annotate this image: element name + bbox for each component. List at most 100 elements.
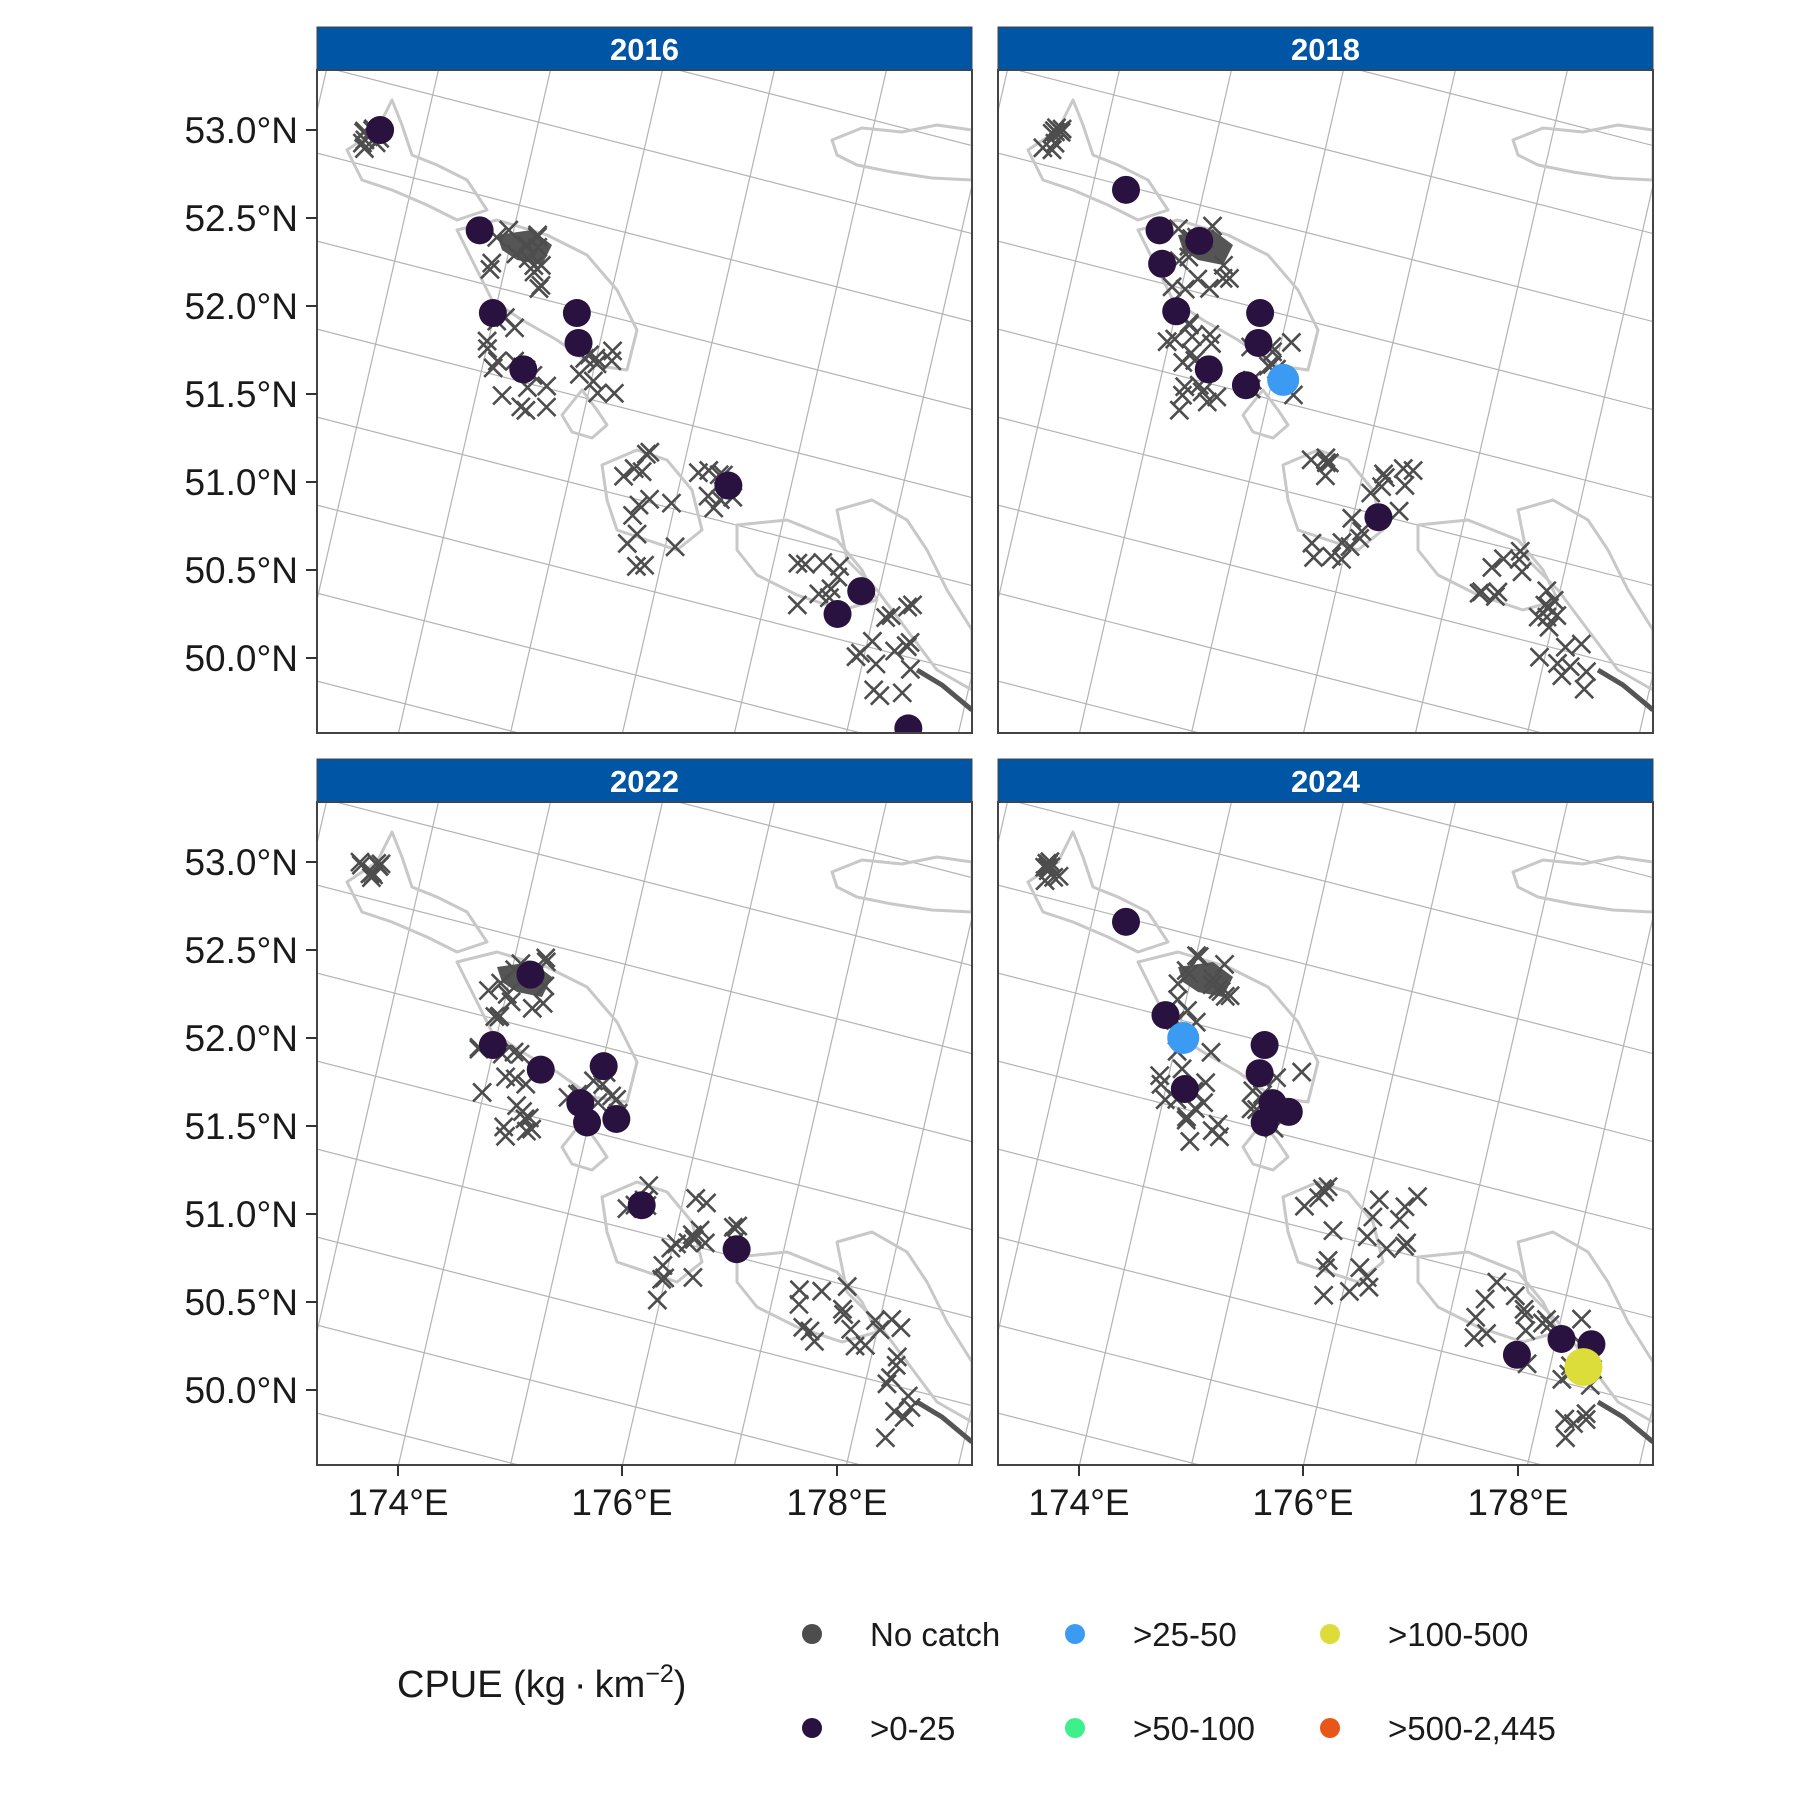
catch-marker <box>516 960 545 989</box>
legend-label: >0-25 <box>870 1710 955 1747</box>
longitude-line <box>397 70 552 733</box>
no-catch-marker <box>661 493 682 514</box>
catch-marker <box>1564 1348 1603 1387</box>
catch-stations <box>1112 907 1606 1387</box>
catch-marker <box>465 216 494 245</box>
catch-marker <box>1274 1097 1303 1126</box>
graticule <box>317 802 972 1465</box>
no-catch-marker <box>1197 392 1218 412</box>
y-tick-label: 51.0°N <box>184 1194 298 1235</box>
no-catch-marker <box>639 489 660 510</box>
no-catch-marker <box>636 444 657 465</box>
x-tick-label: 176°E <box>571 1482 672 1523</box>
no-catch-marker <box>489 1007 509 1027</box>
no-catch-marker <box>698 460 719 481</box>
facet-strip-label: 2024 <box>1291 764 1361 799</box>
facet-panel-2016: 2016 <box>316 26 973 734</box>
no-catch-marker <box>350 852 370 873</box>
no-catch-marker <box>493 1117 514 1137</box>
longitude-line <box>1190 802 1345 1465</box>
latitude-line <box>317 1412 522 1465</box>
no-catch-marker <box>660 1238 681 1258</box>
island-outline <box>1241 388 1290 440</box>
no-catch-marker <box>472 1082 493 1103</box>
no-catch-marker <box>811 1281 832 1302</box>
island-outline <box>1026 98 1170 222</box>
no-catch-marker <box>1213 255 1234 276</box>
no-catch-marker <box>1315 1257 1336 1278</box>
catch-marker <box>1194 355 1223 384</box>
longitude-line <box>1078 802 1233 1465</box>
latitude-line <box>317 592 864 733</box>
no-catch-marker <box>495 1066 516 1087</box>
catch-marker <box>1250 1031 1279 1060</box>
no-catch-marker <box>1362 1207 1383 1227</box>
no-catch-marker <box>1509 549 1530 570</box>
no-catch-marker <box>1214 954 1235 975</box>
longitude-line <box>998 802 1121 1335</box>
legend-key-25-50 <box>1065 1624 1085 1644</box>
legend-key-100-500 <box>1320 1624 1340 1644</box>
island-outline <box>560 388 609 440</box>
no-catch-marker <box>1040 851 1060 872</box>
no-catch-marker <box>787 553 808 574</box>
catch-marker <box>526 1055 555 1084</box>
no-catch-marker <box>613 466 634 487</box>
no-catch-marker <box>1341 508 1362 529</box>
catch-marker <box>564 328 593 357</box>
x-axis-right-column: 174°E 176°E 178°E <box>1028 1465 1569 1523</box>
graticule <box>998 802 1653 1465</box>
no-catch-marker <box>1157 331 1178 352</box>
no-catch-marker <box>1476 1323 1497 1344</box>
y-tick-label: 52.0°N <box>184 1018 298 1059</box>
no-catch-marker <box>1574 679 1595 700</box>
facet-strip-label: 2016 <box>610 32 679 67</box>
no-catch-marker <box>535 948 556 968</box>
legend-label: >50-100 <box>1133 1710 1255 1747</box>
latitude-line <box>1014 802 1653 967</box>
longitude-line <box>1302 70 1457 733</box>
map-layers <box>998 802 1653 1465</box>
catch-marker <box>1502 1340 1531 1369</box>
no-catch-marker <box>518 248 539 269</box>
no-catch-marker <box>695 1233 716 1253</box>
no-catch-marker <box>1395 1196 1415 1217</box>
latitude-line <box>317 240 972 411</box>
no-catch-marker <box>1389 1209 1410 1230</box>
no-catch-marker <box>1192 382 1213 402</box>
catch-marker <box>1231 371 1260 400</box>
no-catch-marker <box>1547 653 1568 674</box>
no-catch-marker <box>1168 973 1188 994</box>
no-catch-marker <box>1182 326 1203 347</box>
catch-marker <box>1148 249 1177 278</box>
island-outline <box>600 1180 704 1284</box>
no-catch-marker <box>1349 1257 1370 1278</box>
no-catch-marker <box>1554 1409 1575 1429</box>
no-catch-marker <box>890 1317 911 1338</box>
catch-marker <box>1267 363 1300 396</box>
x-tick-label: 174°E <box>1028 1482 1129 1523</box>
catch-stations <box>366 116 923 733</box>
island-outline <box>1511 855 1653 914</box>
no-catch-marker <box>1202 974 1223 995</box>
longitude-line <box>998 70 1121 603</box>
no-catch-marker <box>1187 269 1208 289</box>
catch-marker <box>1547 1324 1576 1353</box>
no-catch-marker <box>1294 1196 1315 1217</box>
no-catch-marker <box>1475 1289 1496 1309</box>
longitude-line <box>509 70 664 733</box>
no-catch-marker <box>1032 137 1053 158</box>
latitude-line <box>998 328 1653 499</box>
island-landmass <box>1596 667 1653 712</box>
no-catch-marker <box>1162 276 1182 297</box>
latitude-line <box>675 802 972 879</box>
y-tick-label: 51.5°N <box>184 1106 298 1147</box>
no-catch-marker <box>1339 1281 1360 1302</box>
longitude-line <box>1414 802 1569 1465</box>
no-catch-marker <box>875 1427 896 1448</box>
longitude-line <box>317 70 440 603</box>
no-catch-marker <box>789 1294 809 1315</box>
latitude-line <box>317 328 972 499</box>
no-catch-marker <box>501 991 522 1012</box>
